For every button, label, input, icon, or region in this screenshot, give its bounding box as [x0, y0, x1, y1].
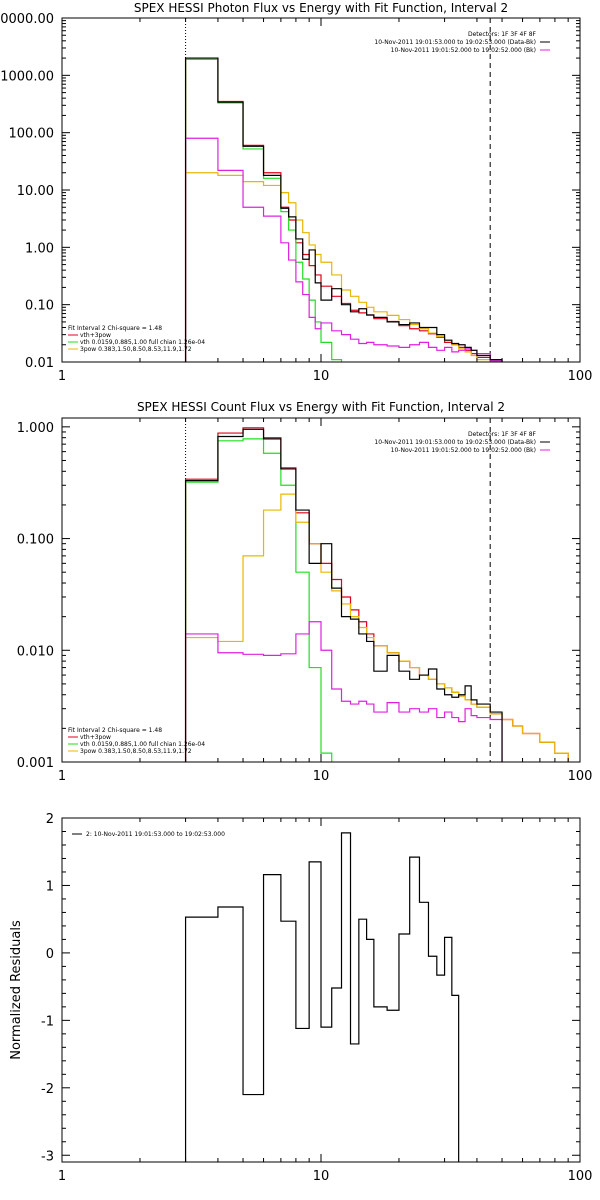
series-powerlaw: [184, 493, 569, 762]
x-tick-label: 1: [58, 369, 66, 384]
series-total: [184, 57, 524, 362]
x-tick-label: 10: [313, 369, 330, 384]
chart-title: SPEX HESSI Photon Flux vs Energy with Fi…: [134, 1, 508, 15]
y-tick-label: -3: [41, 1149, 54, 1164]
y-tick-label: 1: [46, 879, 54, 894]
y-tick-label: 0.010: [17, 644, 54, 659]
x-tick-label: 1: [58, 769, 66, 784]
chart-panel-3: 1 10 100 -3 -2 -1 0 1 2 Normalized Residuals 2: 10…: [9, 812, 592, 1184]
legend-entry: 10-Nov-2011 19:01:52.000 to 19:02:52.000…: [391, 47, 536, 54]
legend-entry: vth 0.0159,0.885,1.00 full chian 1.26e-0…: [80, 339, 205, 346]
y-tick-label: 1.00: [25, 241, 54, 256]
legend-entry: 3pow 0.383,1.50,8.50,8.53,11.9,1.72: [80, 346, 192, 353]
legend-entry: vth+3pow: [80, 734, 111, 741]
series-powerlaw: [184, 172, 524, 362]
series-thermal: [184, 438, 569, 762]
series-data: [184, 57, 514, 362]
legend-entry: 10-Nov-2011 19:01:53.000 to 19:02:53.000…: [374, 439, 536, 446]
x-tick-label: 100: [568, 369, 593, 384]
x-tick-label: 100: [568, 769, 593, 784]
series-background: [184, 621, 503, 762]
y-tick-label: 0.001: [17, 756, 54, 771]
y-tick-label: 0.01: [25, 356, 54, 371]
y-tick-label: 1000.00: [0, 69, 54, 84]
x-tick-label: 100: [568, 1169, 593, 1184]
chart-title: SPEX HESSI Count Flux vs Energy with Fit…: [137, 400, 505, 414]
plot-frame: [61, 17, 581, 363]
legend-entry: 10-Nov-2011 19:01:52.000 to 19:02:52.000…: [391, 447, 536, 454]
y-tick-label: 0: [46, 947, 54, 962]
legend-entry: Fit Interval 2 Chi-square = 1.48: [68, 727, 162, 734]
series-background: [184, 137, 524, 362]
legend-entry: 10-Nov-2011 19:01:53.000 to 19:02:53.000…: [374, 39, 536, 46]
chart-panel-1: SPEX HESSI Photon Flux vs Energy with Fi…: [0, 1, 593, 384]
series-residuals: [184, 832, 460, 1162]
series-data: [184, 428, 503, 762]
legend-entry: 3pow 0.383,1.50,8.50,8.53,11.9,1.72: [80, 748, 192, 755]
y-tick-label: 100.00: [9, 127, 55, 142]
legend-entry: Detectors: 1F 3F 4F 8F: [468, 31, 537, 38]
chart-panel-2: SPEX HESSI Count Flux vs Energy with Fit…: [17, 400, 593, 784]
legend-entry: Fit Interval 2 Chi-square = 1.48: [68, 325, 162, 332]
legend-entry: vth+3pow: [80, 332, 111, 339]
legend-entry: vth 0.0159,0.885,1.00 full chian 1.26e-0…: [80, 741, 205, 748]
y-tick-label: 0000.00: [0, 12, 54, 27]
y-tick-label: 10.00: [17, 184, 54, 199]
series-thermal: [184, 58, 524, 362]
legend-entry: Detectors: 1F 3F 4F 8F: [468, 431, 537, 438]
y-tick-label: 0.10: [25, 299, 54, 314]
y-tick-label: 0.100: [17, 533, 54, 548]
y-tick-label: -2: [41, 1082, 54, 1097]
y-tick-label: -1: [41, 1014, 54, 1029]
x-tick-label: 10: [313, 1169, 330, 1184]
x-tick-label: 10: [313, 769, 330, 784]
x-tick-label: 1: [58, 1169, 66, 1184]
y-axis-label: Normalized Residuals: [9, 920, 24, 1060]
y-tick-label: 1.000: [17, 421, 54, 436]
y-tick-label: 2: [46, 812, 54, 827]
legend-entry: 2: 10-Nov-2011 19:01:53.000 to 19:02:53.…: [86, 831, 225, 838]
